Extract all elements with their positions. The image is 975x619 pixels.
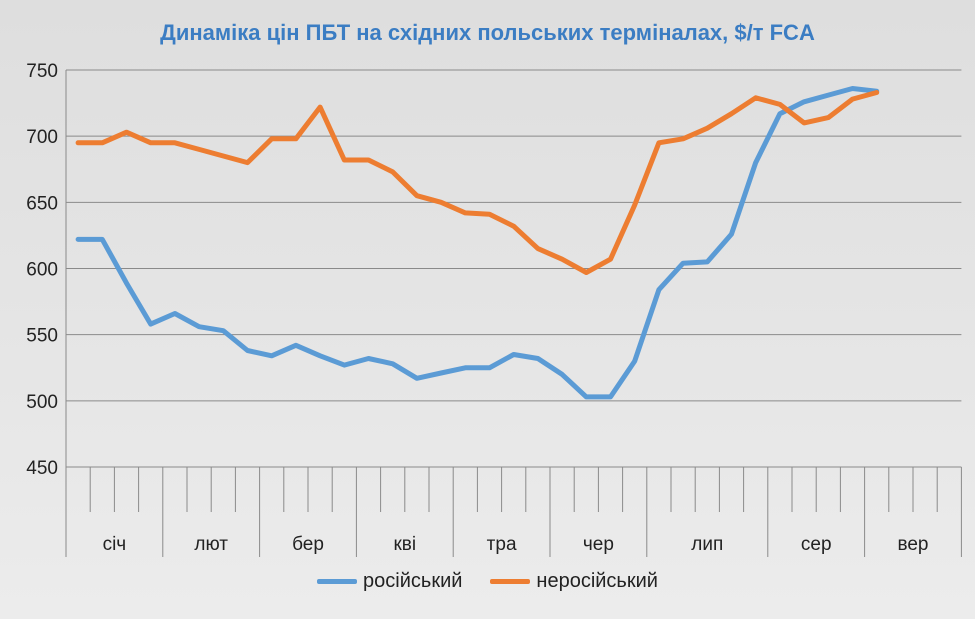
y-tick-label: 500 (26, 392, 58, 413)
y-tick-label: 600 (26, 260, 58, 281)
legend-label-nonrussian: неросійський (536, 570, 658, 592)
x-tick-label-8: вер (897, 534, 928, 555)
x-tick-label-4: тра (487, 534, 517, 555)
x-tick-label-7: сер (801, 534, 832, 555)
series-line-nonrussian (75, 90, 880, 275)
y-tick-label: 450 (26, 458, 58, 479)
legend-item-russian: російський (317, 570, 462, 593)
legend-swatch-nonrussian (490, 579, 531, 584)
legend-swatch-russian (317, 579, 358, 584)
y-tick-label: 550 (26, 326, 58, 347)
x-tick-label-6: лип (691, 534, 723, 555)
y-tick-label: 650 (26, 193, 58, 214)
series-line-russian (75, 86, 880, 400)
legend-label-russian: російський (363, 570, 463, 592)
y-tick-label: 750 (26, 61, 58, 82)
x-tick-label-5: чер (583, 534, 614, 555)
y-tick-label: 700 (26, 127, 58, 148)
x-tick-label-0: січ (103, 534, 127, 555)
x-tick-label-3: кві (393, 534, 416, 555)
x-tick-label-1: лют (194, 534, 228, 555)
x-tick-label-2: бер (292, 534, 324, 555)
chart-title: Динаміка цін ПБТ на східних польських те… (160, 20, 815, 45)
legend-item-nonrussian: неросійський (490, 570, 658, 593)
legend: російський неросійський (0, 570, 975, 593)
